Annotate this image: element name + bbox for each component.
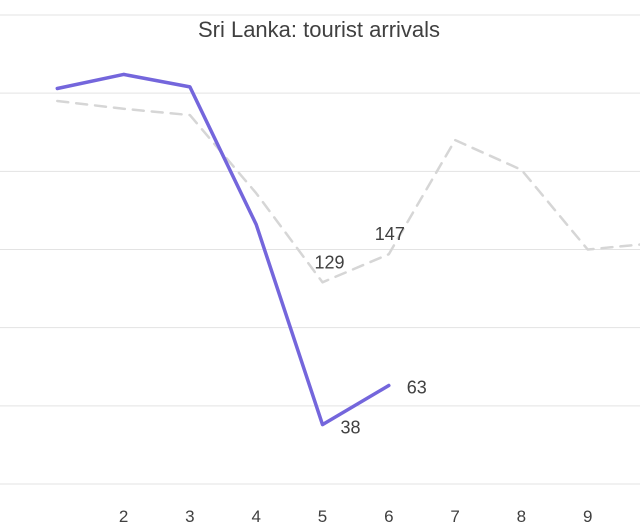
- data-label: 38: [341, 418, 361, 438]
- data-labels: 38 63 129 147: [315, 224, 427, 437]
- x-tick-label: 8: [517, 507, 526, 526]
- x-tick-label: 4: [251, 507, 260, 526]
- data-label: 129: [315, 252, 345, 272]
- x-tick-label: 3: [185, 507, 194, 526]
- x-tick-label: 2: [119, 507, 128, 526]
- series-layer: [55, 72, 640, 427]
- data-label: 63: [407, 378, 427, 398]
- x-tick-label: 6: [384, 507, 393, 526]
- chart-title: Sri Lanka: tourist arrivals: [198, 17, 440, 42]
- series-line-dashed: [56, 99, 640, 284]
- gridlines: [0, 14, 640, 485]
- data-label: 147: [375, 224, 405, 244]
- x-tick-label: 5: [318, 507, 327, 526]
- x-tick-label: 7: [450, 507, 459, 526]
- x-tick-label: 9: [583, 507, 592, 526]
- series-line-solid: [55, 72, 391, 427]
- x-axis-ticks: 2345678910: [119, 507, 593, 526]
